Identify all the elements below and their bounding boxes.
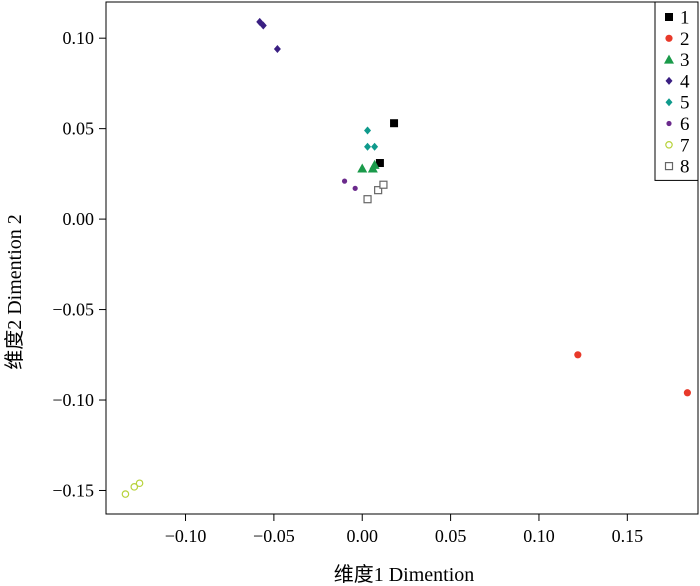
y-tick-label: −0.05 <box>52 300 94 320</box>
legend-label: 2 <box>680 29 690 50</box>
x-axis-ticks: −0.10 −0.05 0.00 0.05 0.10 0.15 <box>165 514 643 546</box>
y-axis-ticks: 0.10 0.05 0.00 −0.05 −0.10 −0.15 <box>52 28 106 500</box>
data-point-series-3 <box>369 159 380 169</box>
x-tick-label: 0.05 <box>435 526 467 546</box>
legend-marker-5 <box>665 98 673 107</box>
data-point-series-5 <box>364 126 372 135</box>
x-tick-label: 0.15 <box>612 526 644 546</box>
data-point-series-8 <box>374 186 383 195</box>
data-point-series-1 <box>375 159 384 168</box>
legend-marker-2 <box>665 34 673 42</box>
data-point-series-1 <box>390 119 399 128</box>
legend-marker-4 <box>665 76 673 85</box>
legend-box <box>654 1 699 181</box>
legend-label: 3 <box>680 50 690 71</box>
legend-marker-1 <box>665 13 673 21</box>
x-tick-label: −0.10 <box>165 526 207 546</box>
data-point-series-4 <box>273 45 281 54</box>
y-tick-label: −0.10 <box>52 390 94 410</box>
x-tick-label: −0.05 <box>253 526 295 546</box>
data-point-series-8 <box>379 180 388 189</box>
y-tick-label: 0.10 <box>63 28 95 48</box>
x-tick-label: 0.00 <box>346 526 378 546</box>
data-points <box>121 17 691 498</box>
data-point-series-2 <box>683 389 691 397</box>
data-point-series-5 <box>371 142 379 151</box>
data-point-series-7 <box>135 479 144 488</box>
y-tick-label: 0.05 <box>63 119 95 139</box>
legend-marker-7 <box>665 141 673 149</box>
data-point-series-8 <box>363 195 372 204</box>
legend-label: 7 <box>680 135 690 156</box>
legend-marker-3 <box>664 54 674 64</box>
data-point-series-6 <box>341 178 348 184</box>
legend-label: 5 <box>680 93 690 114</box>
legend-label: 8 <box>680 157 690 178</box>
y-axis-title: 维度2 Dimention 2 <box>3 214 26 370</box>
legend-marker-6 <box>666 120 672 127</box>
data-point-series-5 <box>364 142 372 151</box>
legend-marker-8 <box>664 162 674 171</box>
y-tick-label: 0.00 <box>63 209 95 229</box>
data-point-series-7 <box>121 490 130 498</box>
legend-label: 6 <box>680 114 690 135</box>
x-tick-label: 0.10 <box>523 526 555 546</box>
y-tick-label: −0.15 <box>52 480 94 500</box>
data-point-series-7 <box>130 483 139 491</box>
x-axis-title: 维度1 Dimention <box>334 563 475 586</box>
legend-label: 4 <box>680 71 690 92</box>
legend-label: 1 <box>680 8 690 29</box>
data-point-series-3 <box>357 163 368 173</box>
data-point-series-4 <box>259 21 267 30</box>
data-point-series-6 <box>352 185 358 191</box>
plot-frame <box>105 1 699 515</box>
data-point-series-2 <box>574 351 582 359</box>
